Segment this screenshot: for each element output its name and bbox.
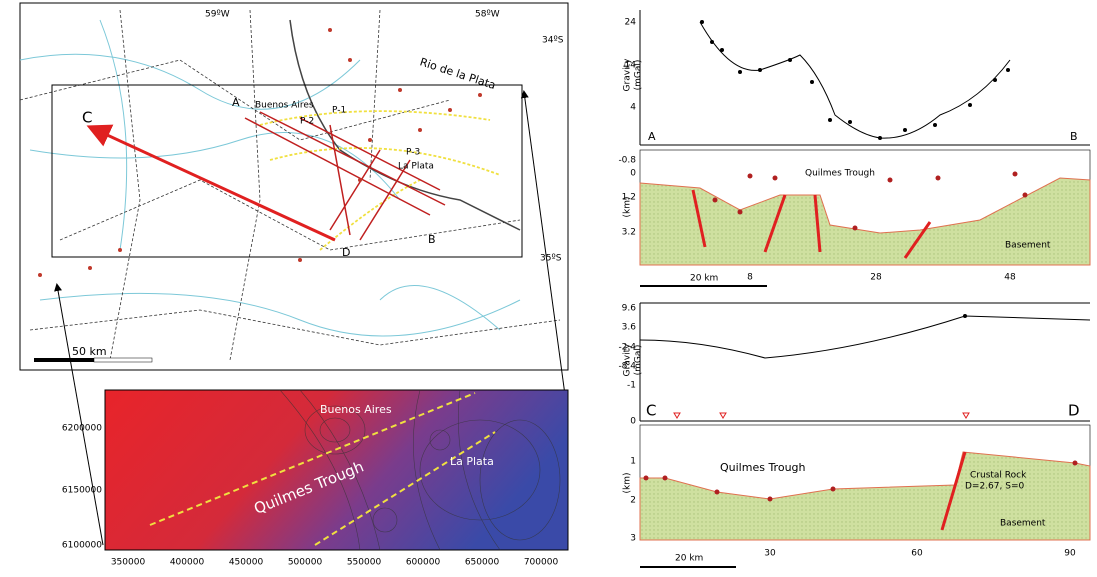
crust-label: Crustal Rock — [970, 471, 1027, 481]
scale-label: 50 km — [72, 345, 107, 358]
y-tick-label: -8.4 — [618, 362, 636, 372]
point-label: C — [82, 109, 92, 127]
y-tick-label: 1.2 — [622, 193, 636, 203]
x-tick-label: 350000 — [111, 558, 146, 568]
y-tick-label: 2 — [630, 496, 636, 506]
y-tick-label: -0.8 — [618, 156, 636, 166]
y-tick-label: 0 — [630, 169, 636, 179]
y-tick-label: 24 — [625, 18, 637, 28]
y-tick-label: 4 — [630, 103, 636, 113]
contour-map: Buenos Aires La Plata Quilmes Trough 620… — [62, 389, 569, 568]
scale-label: 20 km — [675, 554, 703, 564]
x-tick-label: 48 — [1004, 273, 1016, 283]
profile-label: P-1 — [332, 106, 346, 116]
axis-label: Gravity — [623, 343, 633, 377]
y-tick-label: -2.4 — [618, 343, 636, 353]
point-label: B — [1070, 130, 1078, 143]
x-tick-label: 90 — [1064, 549, 1076, 559]
y-tick-label: 3.6 — [622, 323, 637, 333]
point-label: D — [342, 246, 350, 259]
point-label: B — [428, 233, 436, 246]
axis-label: Gravity — [623, 58, 633, 92]
latitude-label: 34ºS — [542, 36, 564, 46]
city-label: La Plata — [398, 162, 434, 172]
basement-label: Basement — [1000, 519, 1046, 529]
point-label: D — [1068, 402, 1080, 420]
y-tick-label: 0 — [630, 417, 636, 427]
x-tick-label: 8 — [747, 273, 753, 283]
axis-label: (mGal) — [634, 60, 644, 91]
x-tick-label: 60 — [911, 549, 923, 559]
x-tick-label: 600000 — [406, 558, 441, 568]
city-label: Buenos Aires — [255, 101, 314, 111]
x-tick-label: 450000 — [229, 558, 264, 568]
y-tick-label: 1 — [630, 457, 636, 467]
x-tick-label: 30 — [764, 549, 776, 559]
x-tick-label: 700000 — [524, 558, 559, 568]
profile-label: P-2 — [300, 117, 314, 127]
latitude-label: 35ºS — [540, 254, 562, 264]
point-label: C — [646, 402, 656, 420]
x-tick-label: 550000 — [347, 558, 382, 568]
y-tick-label: 3 — [630, 534, 636, 544]
city-label: La Plata — [450, 455, 494, 468]
location-map: 59ºW 58ºW 34ºS 35ºS Rio de la Plata A B … — [19, 2, 569, 546]
y-tick-label: 9.6 — [622, 304, 637, 314]
longitude-label: 58ºW — [475, 10, 500, 20]
point-label: A — [648, 130, 656, 143]
crust-params: D=2.67, S=0 — [965, 482, 1024, 492]
trough-label: Quilmes Trough — [805, 169, 875, 179]
basement-label: Basement — [1005, 241, 1051, 251]
profile-label: P-3 — [406, 148, 420, 158]
city-label: Buenos Aires — [320, 403, 392, 416]
y-tick-label: -1 — [627, 381, 636, 391]
point-label: A — [232, 96, 240, 109]
x-tick-label: 400000 — [170, 558, 205, 568]
x-tick-label: 650000 — [465, 558, 500, 568]
x-tick-label: 28 — [870, 273, 882, 283]
longitude-label: 59ºW — [205, 10, 230, 20]
y-tick-label: 3.2 — [622, 228, 636, 238]
y-tick-label: 6100000 — [62, 541, 102, 551]
y-tick-label: 6150000 — [62, 486, 102, 496]
axis-label: (mGal) — [634, 345, 644, 376]
axis-label: (km) — [623, 196, 633, 217]
x-tick-label: 500000 — [288, 558, 323, 568]
profile-cd: Gravity (mGal) C D (km) Quilmes Trough C… — [618, 302, 1091, 568]
scale-label: 20 km — [690, 274, 718, 284]
profile-ab: Gravity (mGal) A B (km) Quilmes Trough B… — [618, 10, 1091, 287]
axis-label: (km) — [623, 472, 633, 493]
y-tick-label: 6200000 — [62, 424, 102, 434]
y-tick-label: 14 — [625, 61, 637, 71]
trough-label: Quilmes Trough — [720, 461, 806, 474]
